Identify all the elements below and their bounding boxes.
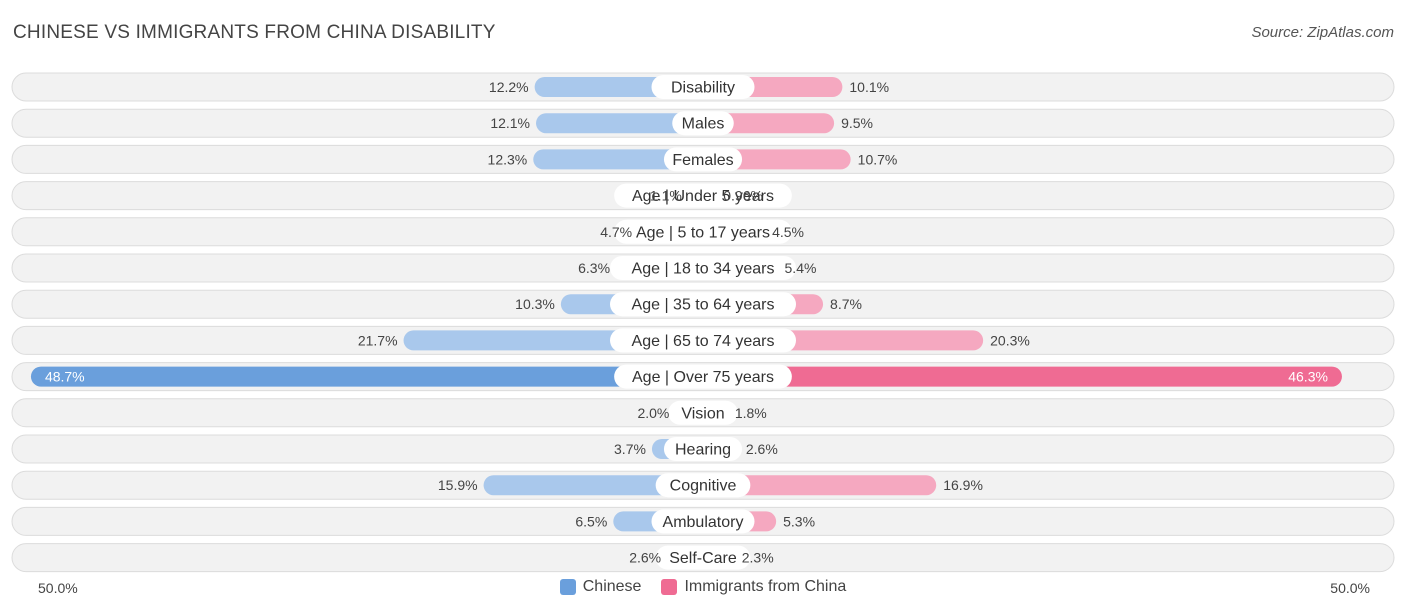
legend-item-chinese[interactable]: Chinese	[559, 578, 642, 596]
category-label: Age | 5 to 17 years	[636, 224, 770, 241]
value-label-immigrants: 9.5%	[841, 115, 873, 131]
value-label-chinese: 10.3%	[515, 296, 555, 312]
bar-immigrants	[703, 366, 1342, 387]
category-pill	[663, 437, 743, 461]
category-pill	[672, 111, 734, 136]
chart-source: Source: ZipAtlas.com	[1251, 24, 1394, 41]
value-label-immigrants: 20.3%	[990, 332, 1030, 348]
legend-label-immigrants: Immigrants from China	[684, 578, 847, 595]
value-label-chinese: 6.3%	[578, 260, 610, 276]
chart-title: CHINESE VS IMMIGRANTS FROM CHINA DISABIL…	[13, 22, 496, 43]
value-label-immigrants: 5.3%	[783, 513, 815, 529]
bar-chinese	[30, 366, 703, 387]
category-pill	[614, 219, 792, 244]
category-pill	[655, 545, 751, 570]
bar-immigrants	[703, 113, 835, 134]
category-pill	[663, 147, 743, 172]
category-pill	[668, 400, 738, 425]
category-label: Ambulatory	[663, 514, 744, 531]
value-label-immigrants: 2.6%	[746, 441, 778, 457]
bar-chinese	[483, 475, 703, 496]
category-pill	[655, 473, 751, 498]
axis-label-left: 50.0%	[38, 580, 78, 596]
category-label: Vision	[681, 405, 724, 422]
value-label-chinese: 2.6%	[629, 550, 661, 566]
category-pill	[614, 183, 792, 208]
value-label-chinese: 12.2%	[489, 79, 529, 95]
value-label-chinese: 2.0%	[637, 405, 669, 421]
value-label-immigrants: 8.7%	[830, 296, 862, 312]
value-label-immigrants: 16.9%	[943, 477, 983, 493]
bar-chinese	[536, 113, 703, 134]
category-label: Age | Over 75 years	[632, 369, 774, 386]
legend: Chinese Immigrants from China	[0, 578, 1406, 596]
value-label-chinese: 3.7%	[614, 441, 646, 457]
category-label: Self-Care	[669, 550, 737, 567]
bar-chinese	[533, 149, 703, 170]
bar-immigrants	[703, 475, 937, 496]
legend-swatch-chinese	[559, 579, 576, 595]
category-label: Age | 18 to 34 years	[632, 261, 775, 278]
category-label: Hearing	[675, 442, 731, 459]
category-pill	[610, 328, 796, 353]
value-label-immigrants: 1.8%	[735, 405, 767, 421]
axis-label-right: 50.0%	[1330, 580, 1370, 596]
value-label-chinese: 6.5%	[575, 513, 607, 529]
value-label-immigrants: 10.7%	[858, 151, 898, 167]
value-label-immigrants: 46.3%	[1288, 369, 1328, 385]
category-pill	[610, 292, 796, 317]
value-label-chinese: 4.7%	[600, 224, 632, 240]
value-label-chinese: 1.1%	[650, 188, 682, 204]
value-label-chinese: 12.1%	[490, 115, 530, 131]
category-label: Age | Under 5 years	[632, 188, 774, 205]
category-label: Males	[682, 116, 725, 133]
category-label: Age | 65 to 74 years	[632, 333, 775, 350]
category-pill	[610, 256, 796, 280]
legend-item-immigrants[interactable]: Immigrants from China	[661, 578, 846, 596]
category-label: Cognitive	[670, 478, 737, 495]
value-label-chinese: 15.9%	[438, 477, 478, 493]
value-label-chinese: 48.7%	[45, 369, 85, 385]
value-label-chinese: 12.3%	[488, 151, 528, 167]
category-label: Disability	[671, 80, 735, 97]
value-label-immigrants: 10.1%	[849, 79, 889, 95]
category-pill	[651, 509, 755, 534]
legend-label-chinese: Chinese	[582, 578, 642, 595]
value-label-immigrants: 2.3%	[742, 550, 774, 566]
value-label-immigrants: 4.5%	[772, 224, 804, 240]
category-label: Females	[672, 152, 733, 169]
value-label-immigrants: 0.96%	[723, 188, 763, 204]
category-label: Age | 35 to 64 years	[632, 297, 775, 314]
category-pill	[614, 364, 792, 389]
value-label-chinese: 21.7%	[358, 332, 398, 348]
category-pill	[651, 75, 755, 99]
legend-swatch-immigrants	[661, 579, 678, 595]
value-label-immigrants: 5.4%	[785, 260, 817, 276]
